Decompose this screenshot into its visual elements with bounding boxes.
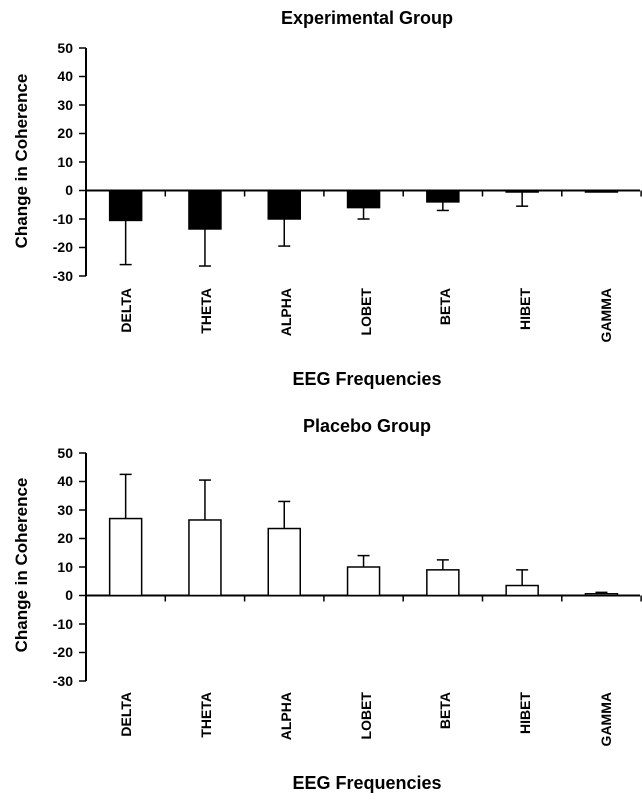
y-tick-label: -10 <box>53 616 73 632</box>
plot-marks <box>79 47 642 277</box>
bar <box>346 566 381 597</box>
y-tick-label: 30 <box>57 97 73 113</box>
y-tick-label: 40 <box>57 473 73 489</box>
x-tick-label: DELTA <box>118 692 134 737</box>
y-tick-label: 0 <box>65 182 73 198</box>
y-tick-labels: 50 40 30 20 10 0 -10 -20 -30 <box>53 445 73 689</box>
bar <box>267 189 301 220</box>
x-tick-label: BETA <box>437 692 453 729</box>
x-tick-label: BETA <box>437 288 453 325</box>
bar <box>584 593 619 597</box>
x-tick-label: LOBET <box>358 288 374 336</box>
chart-placebo: Placebo Group Change in Coherence EEG Fr… <box>12 416 642 793</box>
x-axis-label: EEG Frequencies <box>292 773 441 793</box>
bar <box>188 189 222 230</box>
bar <box>108 189 143 222</box>
y-tick-label: -30 <box>53 673 73 689</box>
x-tick-label: GAMMA <box>598 692 614 746</box>
y-tick-label: 0 <box>65 587 73 603</box>
y-tick-labels: 50 40 30 20 10 0 -10 -20 -30 <box>53 40 73 284</box>
y-axis-label: Change in Coherence <box>12 74 31 249</box>
bar <box>505 189 539 193</box>
y-tick-label: 30 <box>57 502 73 518</box>
bar <box>426 189 460 203</box>
bar <box>505 584 539 597</box>
y-tick-label: -30 <box>53 268 73 284</box>
bar <box>584 189 619 193</box>
x-tick-label: LOBET <box>358 692 374 740</box>
y-tick-label: -20 <box>53 644 73 660</box>
bar <box>346 189 381 209</box>
x-tick-label: ALPHA <box>278 692 294 740</box>
x-tick-label: HIBET <box>517 288 533 330</box>
y-tick-label: 10 <box>57 559 73 575</box>
y-tick-label: 50 <box>57 445 73 461</box>
y-tick-label: 20 <box>57 125 73 141</box>
x-tick-label: THETA <box>198 288 214 334</box>
bar <box>426 569 460 597</box>
bar <box>108 517 143 597</box>
bar <box>267 527 301 597</box>
y-tick-label: 10 <box>57 154 73 170</box>
x-tick-label: ALPHA <box>278 288 294 336</box>
y-tick-label: -20 <box>53 239 73 255</box>
x-tick-labels: DELTA THETA ALPHA LOBET BETA HIBET GAMMA <box>118 692 614 747</box>
x-tick-label: DELTA <box>118 288 134 333</box>
y-tick-label: 40 <box>57 68 73 84</box>
chart-title: Placebo Group <box>303 416 431 436</box>
x-tick-label: THETA <box>198 692 214 738</box>
x-tick-labels: DELTA THETA ALPHA LOBET BETA HIBET GAMMA <box>118 288 614 343</box>
x-tick-label: HIBET <box>517 692 533 734</box>
x-tick-label: GAMMA <box>598 288 614 342</box>
y-axis-label: Change in Coherence <box>12 478 31 653</box>
plot-marks <box>79 452 642 682</box>
chart-title: Experimental Group <box>281 8 453 28</box>
chart-experimental: Experimental Group Change in Coherence E… <box>12 8 642 389</box>
y-tick-label: 20 <box>57 530 73 546</box>
x-axis-label: EEG Frequencies <box>292 369 441 389</box>
y-tick-label: -10 <box>53 211 73 227</box>
bar <box>188 519 222 597</box>
y-tick-label: 50 <box>57 40 73 56</box>
